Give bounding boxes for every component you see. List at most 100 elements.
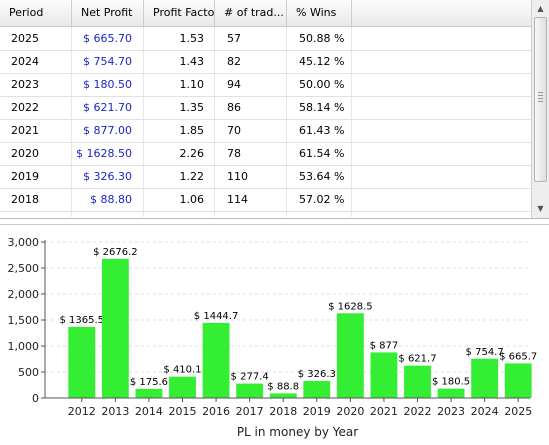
bar-value-label: $ 2676.2: [93, 247, 138, 258]
row-net-profit: $ 754.70: [83, 55, 132, 68]
pl-by-year-chart: $ 1365.5 $ 2676.2 $ 175.6 $ 410.1 $ 1444.7 $ …: [0, 224, 549, 445]
row-period: 2024: [11, 55, 39, 68]
row-percent-wins: 58.14 %: [299, 101, 345, 114]
bar-2017[interactable]: [236, 383, 264, 398]
row-profit-factor: 1.35: [179, 101, 205, 114]
x-tick-label: 2014: [135, 405, 163, 418]
row-period: 2017: [0, 211, 72, 218]
y-tick-label: 3,000: [8, 236, 40, 249]
row-trades: 110: [215, 211, 287, 218]
x-tick-label: 2019: [303, 405, 331, 418]
row-percent-wins: 61.54 %: [299, 147, 345, 160]
row-net-profit: $ 277.40: [72, 211, 144, 218]
column-divider: [351, 27, 352, 217]
row-profit-factor: 1.22: [179, 170, 205, 183]
row-period: 2022: [11, 101, 39, 114]
y-tick-label: 0: [32, 392, 39, 405]
scroll-up-arrow-icon[interactable]: ▲: [537, 4, 544, 13]
y-tick-label: 2,000: [8, 288, 40, 301]
column-header-profit-factor[interactable]: Profit Factor: [144, 0, 215, 26]
row-profit-factor: 1.85: [179, 124, 205, 137]
row-profit-factor: 1.06: [179, 193, 205, 206]
column-header-net-profit[interactable]: Net Profit: [72, 0, 144, 26]
column-divider: [286, 27, 287, 217]
table-row[interactable]: 2023 $ 180.50 1.10 94 50.00 %: [0, 73, 531, 97]
grip-icon: [538, 92, 543, 104]
table-row[interactable]: 2024 $ 754.70 1.43 82 45.12 %: [0, 50, 531, 74]
scroll-down-arrow-icon[interactable]: ▼: [537, 204, 544, 213]
column-header-percent-wins[interactable]: % Wins: [287, 0, 352, 26]
x-tick-label: 2016: [202, 405, 230, 418]
bar-value-label: $ 175.6: [130, 377, 168, 388]
row-profit-factor: 1.43: [179, 55, 205, 68]
table-row[interactable]: 2021 $ 877.00 1.85 70 61.43 %: [0, 119, 531, 143]
row-net-profit: $ 88.80: [90, 193, 132, 206]
table-row[interactable]: 2018 $ 88.80 1.06 114 57.02 %: [0, 188, 531, 212]
bar-2025[interactable]: [504, 363, 532, 398]
row-percent-wins: 53.64 %: [299, 170, 345, 183]
x-tick-label: 2018: [269, 405, 297, 418]
table-row[interactable]: 2022 $ 621.70 1.35 86 58.14 %: [0, 96, 531, 120]
table-row[interactable]: 2020 $ 1628.50 2.26 78 61.54 %: [0, 142, 531, 166]
row-trades: 78: [227, 147, 241, 160]
row-percent-wins: 50.88 %: [299, 32, 345, 45]
row-net-profit: $ 877.00: [83, 124, 132, 137]
bar-2021[interactable]: [370, 352, 398, 398]
bar-value-label: $ 877: [370, 340, 399, 351]
x-tick-label: 2020: [336, 405, 364, 418]
bar-2012[interactable]: [68, 326, 96, 398]
bar-2016[interactable]: [202, 322, 230, 398]
row-period: 2023: [11, 78, 39, 91]
row-trades: 114: [227, 193, 248, 206]
row-profit-factor: 1.53: [179, 32, 205, 45]
table-header: Period Net Profit Profit Factor # of tra…: [0, 0, 531, 27]
bar-2020[interactable]: [336, 313, 364, 398]
x-tick-label: 2012: [68, 405, 96, 418]
bar-2018[interactable]: [269, 393, 297, 398]
bar-2024[interactable]: [471, 358, 499, 398]
row-percent-wins: 57.02 %: [299, 193, 345, 206]
y-tick-label: 1,000: [8, 340, 40, 353]
bar-value-label: $ 665.7: [499, 351, 537, 362]
bar-2014[interactable]: [135, 388, 163, 398]
row-trades: 94: [227, 78, 241, 91]
row-trades: 70: [227, 124, 241, 137]
column-header-period[interactable]: Period: [0, 0, 72, 26]
table-row[interactable]: 2017$ 277.401.2111056.36 %: [0, 211, 531, 218]
column-divider: [143, 27, 144, 217]
row-trades: 82: [227, 55, 241, 68]
bar-2019[interactable]: [303, 381, 331, 398]
row-percent-wins: 61.43 %: [299, 124, 345, 137]
row-period: 2025: [11, 32, 39, 45]
y-tick-label: 2,500: [8, 262, 40, 275]
row-period: 2019: [11, 170, 39, 183]
bar-2023[interactable]: [437, 388, 465, 398]
bar-2015[interactable]: [169, 376, 196, 398]
row-period: 2018: [11, 193, 39, 206]
row-profit-factor: 1.21: [144, 211, 215, 218]
table-row[interactable]: 2019 $ 326.30 1.22 110 53.64 %: [0, 165, 531, 189]
row-percent-wins: 50.00 %: [299, 78, 345, 91]
row-percent-wins: 45.12 %: [299, 55, 345, 68]
row-net-profit: $ 326.30: [83, 170, 132, 183]
chart-canvas: $ 1365.5 $ 2676.2 $ 175.6$ 410.1 $ 1444.7 $ …: [8, 236, 538, 439]
x-tick-label: 2013: [101, 405, 129, 418]
bar-2013[interactable]: [101, 258, 129, 398]
bar-value-label: $ 277.4: [231, 372, 269, 383]
yearly-results-table: Period Net Profit Profit Factor # of tra…: [0, 0, 549, 219]
column-header-number-of-trades[interactable]: # of trad...: [215, 0, 287, 26]
vertical-scrollbar[interactable]: ▲ ▼: [531, 0, 549, 218]
scrollbar-thumb[interactable]: [534, 17, 547, 182]
table-row[interactable]: 2025 $ 665.70 1.53 57 50.88 %: [0, 27, 531, 51]
row-trades: 86: [227, 101, 241, 114]
row-period: 2021: [11, 124, 39, 137]
row-net-profit: $ 621.70: [83, 101, 132, 114]
bar-value-label: $ 180.5: [432, 377, 470, 388]
x-tick-label: 2022: [404, 405, 432, 418]
bar-value-label: $ 1365.5: [60, 315, 105, 326]
bar-value-label: $ 410.1: [163, 365, 201, 376]
bar-2022[interactable]: [404, 365, 431, 398]
row-trades: 57: [227, 32, 241, 45]
column-divider: [71, 27, 72, 217]
y-tick-label: 1,500: [8, 314, 40, 327]
